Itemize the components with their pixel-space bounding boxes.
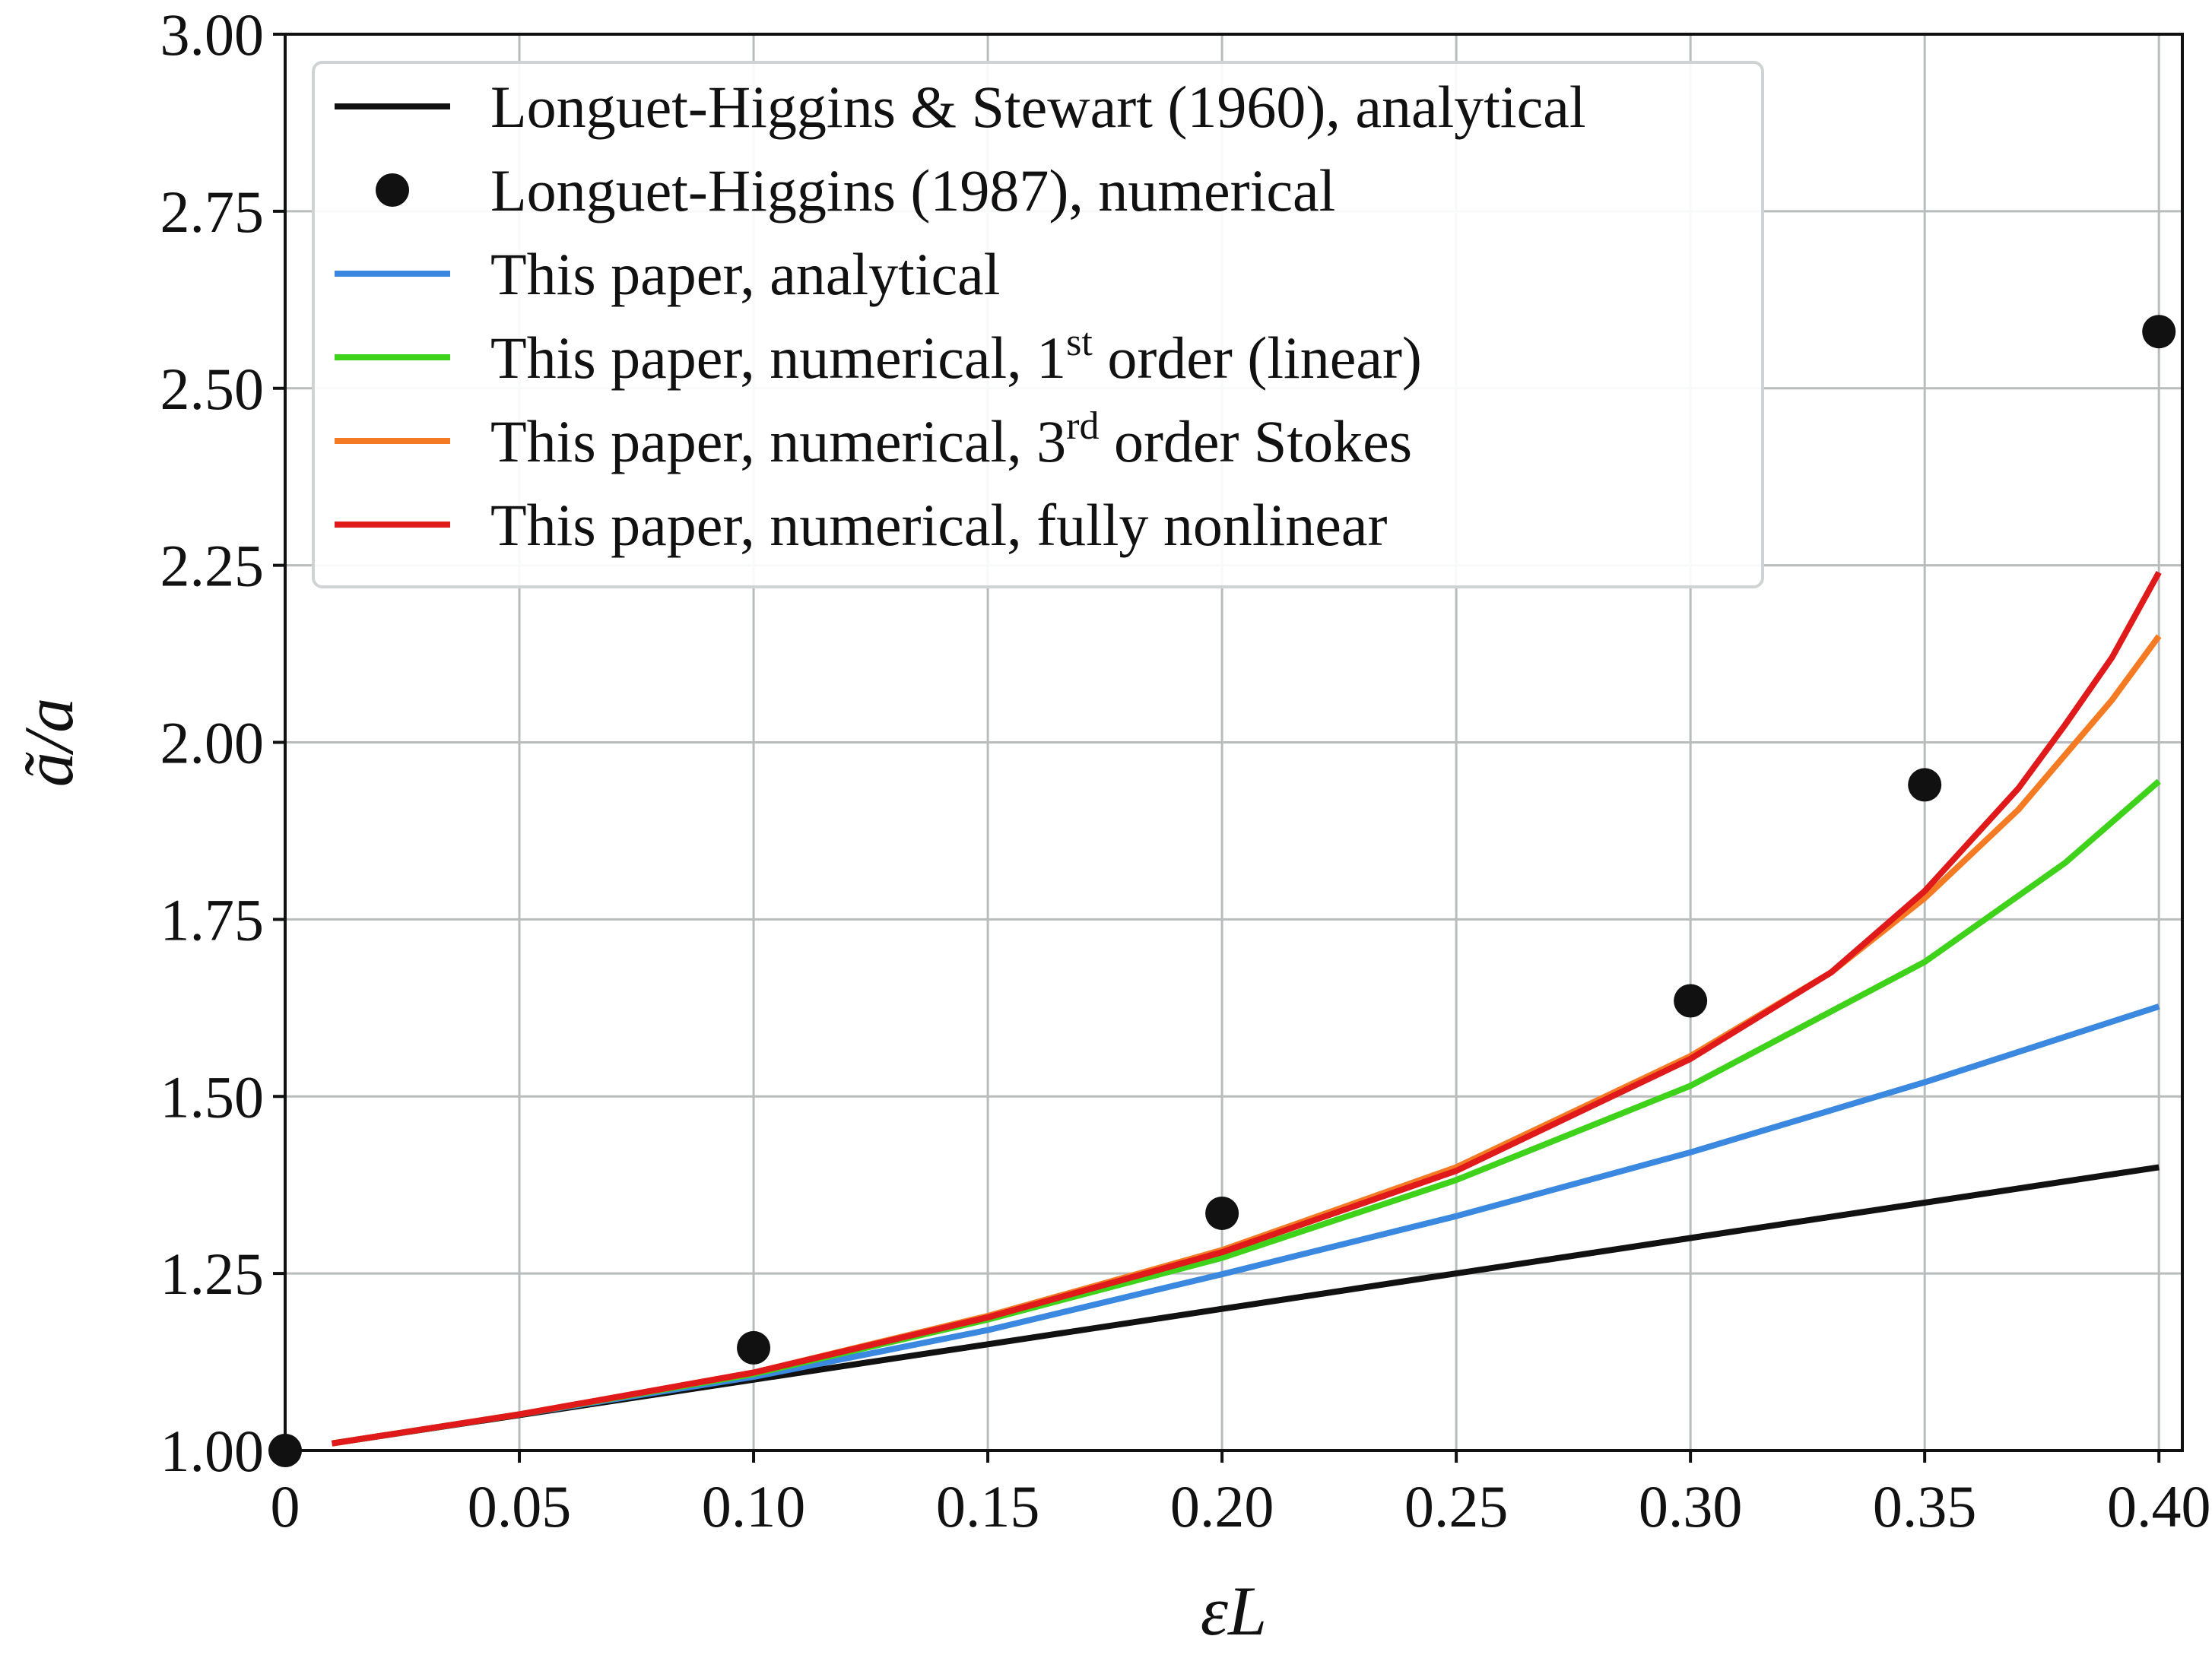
legend-label-text: This paper, numerical, 3: [490, 408, 1066, 474]
data-point: [737, 1330, 771, 1365]
legend-label-text: This paper, numerical, 1: [490, 325, 1066, 391]
y-tick-label: 2.50: [160, 356, 265, 422]
legend-label-text: This paper, numerical, fully nonlinear: [490, 492, 1388, 558]
legend-label-text: This paper, analytical: [490, 241, 1000, 307]
y-axis-label: ã/a: [10, 698, 87, 788]
legend-label-superscript: rd: [1066, 404, 1099, 448]
y-tick-label: 2.75: [160, 179, 265, 245]
legend-label: Longuet-Higgins & Stewart (1960), analyt…: [490, 74, 1586, 140]
series-line-2: [331, 1003, 2160, 1447]
legend: Longuet-Higgins & Stewart (1960), analyt…: [312, 61, 1764, 588]
data-point: [1205, 1196, 1239, 1230]
x-tick-label: 0: [271, 1473, 300, 1539]
y-tick-label: 2.00: [160, 710, 265, 776]
x-tick-label: 0.30: [1639, 1473, 1743, 1539]
data-point: [1908, 768, 1942, 802]
ticks: 0 0.05 0.10 0.15 0.20 0.25 0.30 0.35 0.40 1.00 1.2…: [160, 2, 2211, 1539]
data-point: [1674, 984, 1708, 1018]
legend-label: This paper, numerical, fully nonlinear: [490, 492, 1388, 558]
series-layer: [268, 315, 2176, 1467]
x-tick-label: 0.15: [936, 1473, 1040, 1539]
series-line-5: [331, 570, 2162, 1447]
y-tick-label: 1.50: [160, 1064, 265, 1130]
x-tick-label: 0.20: [1170, 1473, 1274, 1539]
legend-swatch-marker: [376, 173, 409, 207]
y-tick-label: 3.00: [160, 2, 265, 68]
x-tick-label: 0.35: [1873, 1473, 1977, 1539]
y-tick-label: 1.25: [160, 1241, 265, 1307]
legend-label: This paper, analytical: [490, 241, 1000, 307]
x-tick-label: 0.10: [702, 1473, 806, 1539]
series-line-4: [331, 634, 2162, 1447]
data-point: [2142, 315, 2176, 349]
series-line-3: [331, 778, 2161, 1447]
x-tick-label: 0.25: [1404, 1473, 1509, 1539]
y-tick-label: 1.75: [160, 886, 265, 953]
legend-label: This paper, numerical, 1st order (linear…: [490, 321, 1422, 391]
legend-label-superscript: st: [1066, 321, 1093, 364]
legend-label-tail: order (linear): [1093, 325, 1422, 391]
legend-label-tail: order Stokes: [1099, 408, 1412, 474]
legend-label: Longuet-Higgins (1987), numerical: [490, 157, 1335, 224]
legend-label-text: Longuet-Higgins (1987), numerical: [490, 157, 1335, 224]
y-tick-label: 1.00: [160, 1418, 265, 1484]
x-axis-label: εL: [1201, 1572, 1267, 1650]
legend-label: This paper, numerical, 3rd order Stokes: [490, 404, 1412, 474]
legend-label-text: Longuet-Higgins & Stewart (1960), analyt…: [490, 74, 1586, 140]
x-tick-label: 0.40: [2107, 1473, 2211, 1539]
legend-box: [312, 61, 1764, 588]
x-tick-label: 0.05: [468, 1473, 572, 1539]
y-tick-label: 2.25: [160, 533, 265, 599]
